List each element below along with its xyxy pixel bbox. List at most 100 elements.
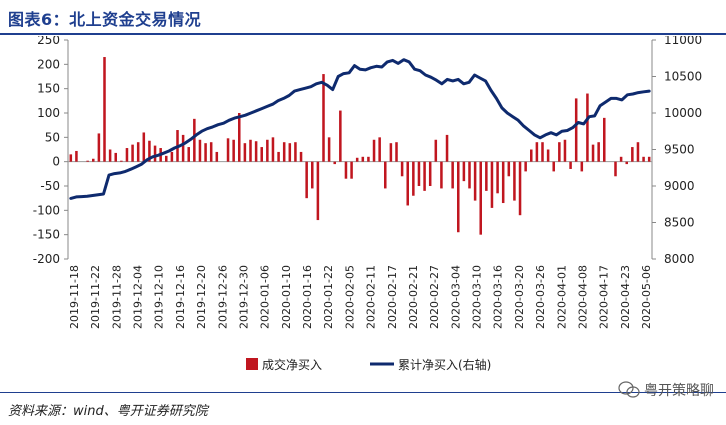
bar-net-buy xyxy=(125,148,129,162)
bar-net-buy xyxy=(563,139,567,162)
bar-net-buy xyxy=(361,156,365,162)
x-tick-label: 2020-02-27 xyxy=(428,265,441,329)
bar-net-buy xyxy=(243,143,247,162)
legend-label-line: 累计净买入(右轴) xyxy=(398,357,491,372)
x-tick-label: 2020-01-06 xyxy=(259,265,272,329)
x-tick-label: 2020-03-26 xyxy=(534,265,547,329)
x-tick-label: 2020-04-17 xyxy=(598,265,611,329)
bar-net-buy xyxy=(92,158,95,162)
bar-net-buy xyxy=(412,161,415,196)
bar-net-buy xyxy=(479,161,482,235)
y-right-tick-label: 8500 xyxy=(664,216,695,230)
bar-net-buy xyxy=(114,152,117,162)
figure-source: 资料来源：wind、粤开证券研究院 xyxy=(8,404,208,419)
bar-net-buy xyxy=(558,142,561,162)
y-right-tick-label: 9500 xyxy=(664,143,695,157)
bar-net-buy xyxy=(165,155,168,162)
y-right-tick-label: 10000 xyxy=(664,106,702,120)
bar-net-buy xyxy=(518,161,522,216)
x-tick-label: 2019-11-18 xyxy=(68,265,81,329)
bar-net-buy xyxy=(389,143,393,162)
bar-net-buy xyxy=(395,142,398,162)
watermark-text: 粤开策略聊 xyxy=(644,383,714,399)
bar-net-buy xyxy=(232,139,235,162)
bar-net-buy xyxy=(187,147,190,162)
x-tick-label: 2019-12-16 xyxy=(174,265,187,329)
bar-net-buy xyxy=(344,161,348,179)
bar-net-buy xyxy=(501,161,505,204)
bar-net-buy xyxy=(406,161,409,206)
figure-header: 图表6：北上资金交易情况 xyxy=(0,0,726,36)
bar-net-buy xyxy=(378,137,381,162)
title-rule xyxy=(0,33,726,35)
x-tick-label: 2019-12-26 xyxy=(216,265,229,329)
bar-net-buy xyxy=(355,157,359,162)
bar-net-buy xyxy=(496,161,499,194)
bar-net-buy xyxy=(277,151,280,162)
bar-net-buy xyxy=(490,161,494,208)
y-left-tick-label: 100 xyxy=(37,106,60,120)
bars-layer xyxy=(69,57,651,235)
y-left-tick-label: -200 xyxy=(33,252,60,266)
bar-net-buy xyxy=(400,161,404,177)
bar-net-buy xyxy=(457,161,460,233)
x-tick-label: 2020-02-17 xyxy=(386,265,399,329)
bar-net-buy xyxy=(249,139,252,162)
bar-net-buy xyxy=(311,161,314,189)
x-tick-label: 2019-11-28 xyxy=(110,265,123,329)
bar-net-buy xyxy=(428,161,432,186)
x-tick-label: 2019-12-30 xyxy=(237,265,250,329)
x-tick-label: 2020-05-06 xyxy=(640,265,653,329)
wechat-watermark: 粤开策略聊 xyxy=(618,380,714,400)
line-cumulative-net-buy xyxy=(69,58,651,200)
bar-net-buy xyxy=(597,142,600,162)
bar-net-buy xyxy=(204,143,207,162)
y-left-tick-label: -150 xyxy=(33,228,60,242)
bar-net-buy xyxy=(226,138,230,162)
bar-net-buy xyxy=(282,142,286,162)
bottom-rule xyxy=(0,392,726,393)
bar-net-buy xyxy=(591,144,595,162)
y-left-tick-label: 200 xyxy=(37,57,60,71)
bar-net-buy xyxy=(423,161,426,191)
bar-net-buy xyxy=(552,161,555,172)
bar-net-buy xyxy=(586,93,589,162)
x-tick-label: 2020-04-08 xyxy=(576,265,589,329)
wechat-icon xyxy=(618,381,640,398)
x-tick-label: 2020-03-04 xyxy=(449,265,462,329)
x-tick-label: 2019-12-20 xyxy=(195,265,208,329)
x-tick-label: 2020-03-16 xyxy=(492,265,505,329)
bar-net-buy xyxy=(142,132,146,162)
bar-net-buy xyxy=(209,142,213,162)
bar-net-buy xyxy=(131,144,134,162)
bar-net-buy xyxy=(473,161,477,201)
x-tick-label: 2020-03-20 xyxy=(513,265,526,329)
bar-net-buy xyxy=(294,142,297,162)
x-tick-label: 2019-11-22 xyxy=(89,265,102,329)
bar-net-buy xyxy=(541,142,544,162)
y-left-tick-label: -100 xyxy=(33,203,60,217)
bar-net-buy xyxy=(148,140,151,162)
bar-net-buy xyxy=(153,145,157,162)
bar-net-buy xyxy=(108,149,112,162)
bar-net-buy xyxy=(631,147,634,162)
legend-swatch-bar xyxy=(246,358,258,370)
bar-net-buy xyxy=(288,143,292,162)
bar-net-buy xyxy=(69,154,73,162)
bar-net-buy xyxy=(170,151,174,162)
bar-net-buy xyxy=(75,150,78,162)
bar-net-buy xyxy=(636,142,640,162)
line-layer xyxy=(69,58,651,200)
bar-net-buy xyxy=(327,137,331,162)
legend-label-bar: 成交净买入 xyxy=(262,357,322,372)
bar-net-buy xyxy=(625,161,628,165)
legend: 成交净买入 累计净买入(右轴) xyxy=(246,357,491,372)
y-right-tick-label: 9000 xyxy=(664,179,695,193)
bar-net-buy xyxy=(451,161,454,189)
bar-net-buy xyxy=(260,147,263,162)
bar-net-buy xyxy=(215,151,219,162)
x-tick-label: 2020-01-22 xyxy=(322,265,335,329)
bar-net-buy xyxy=(417,161,421,186)
x-tick-label: 2020-01-10 xyxy=(280,265,293,329)
x-tick-label: 2020-02-05 xyxy=(343,265,356,329)
